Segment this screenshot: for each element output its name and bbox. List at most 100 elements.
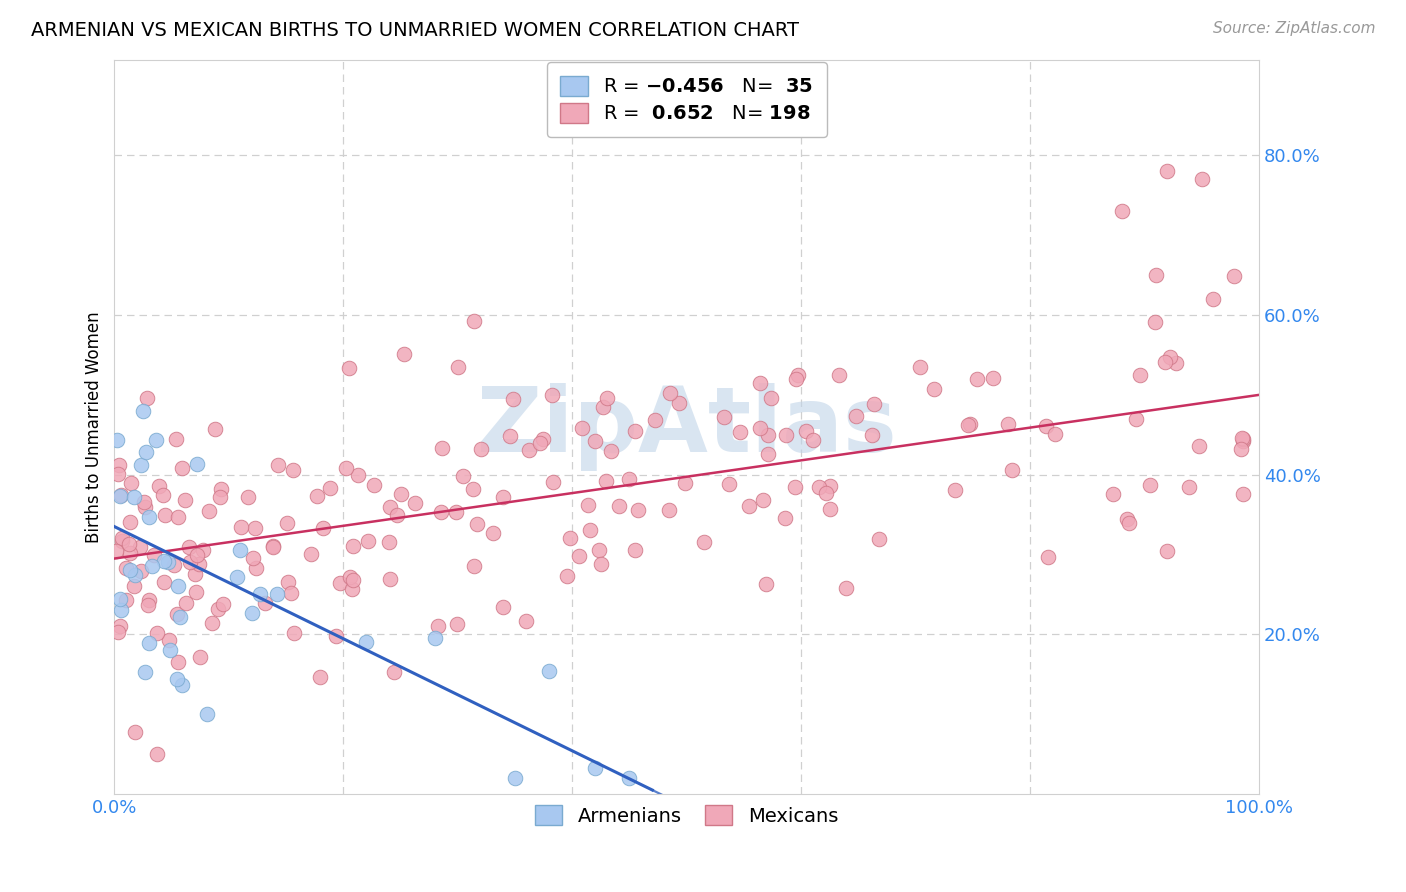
Point: [1129, 368, 1152, 383]
Point: [1153, 355, 1175, 369]
Point: [1139, 478, 1161, 492]
Point: [240, 607, 263, 621]
Point: [814, 485, 837, 500]
Point: [117, 537, 139, 551]
Point: [1191, 172, 1213, 186]
Point: [820, 478, 842, 492]
Point: [118, 515, 141, 529]
Point: [693, 535, 716, 549]
Point: [1035, 419, 1057, 434]
Point: [335, 460, 357, 475]
Point: [339, 569, 361, 583]
Point: [135, 445, 157, 459]
Point: [429, 505, 451, 519]
Point: [166, 607, 188, 622]
Point: [299, 547, 322, 561]
Point: [138, 510, 160, 524]
Point: [845, 409, 868, 424]
Point: [796, 424, 818, 438]
Point: [1232, 434, 1254, 448]
Point: [357, 533, 380, 548]
Point: [529, 436, 551, 450]
Point: [959, 417, 981, 431]
Point: [592, 400, 614, 414]
Point: [169, 610, 191, 624]
Point: [111, 533, 134, 548]
Point: [463, 558, 485, 573]
Point: [262, 539, 284, 553]
Point: [228, 542, 250, 557]
Point: [1164, 356, 1187, 370]
Point: [627, 503, 650, 517]
Point: [759, 392, 782, 406]
Point: [1202, 292, 1225, 306]
Point: [515, 614, 537, 628]
Point: [860, 428, 883, 442]
Point: [589, 558, 612, 572]
Point: [773, 510, 796, 524]
Point: [107, 458, 129, 473]
Point: [531, 433, 554, 447]
Point: [153, 508, 176, 523]
Point: [110, 489, 132, 503]
Point: [560, 532, 582, 546]
Point: [153, 553, 176, 567]
Point: [728, 425, 751, 439]
Point: [212, 597, 235, 611]
Point: [110, 603, 132, 617]
Point: [465, 517, 488, 532]
Point: [108, 592, 131, 607]
Point: [262, 541, 284, 555]
Point: [249, 587, 271, 601]
Legend: Armenians, Mexicans: Armenians, Mexicans: [526, 796, 848, 836]
Point: [446, 617, 468, 632]
Point: [863, 396, 886, 410]
Point: [191, 542, 214, 557]
Point: [128, 540, 150, 554]
Point: [138, 593, 160, 607]
Point: [617, 472, 640, 486]
Point: [276, 516, 298, 530]
Point: [132, 404, 155, 418]
Point: [267, 458, 290, 472]
Point: [1232, 433, 1254, 447]
Point: [924, 382, 946, 396]
Point: [209, 482, 232, 496]
Point: [170, 678, 193, 692]
Point: [159, 643, 181, 657]
Point: [157, 555, 180, 569]
Point: [148, 479, 170, 493]
Point: [111, 531, 134, 545]
Point: [717, 477, 740, 491]
Point: [131, 564, 153, 578]
Point: [141, 559, 163, 574]
Point: [1038, 549, 1060, 564]
Point: [280, 586, 302, 600]
Point: [1188, 438, 1211, 452]
Point: [576, 498, 599, 512]
Point: [579, 524, 602, 538]
Point: [198, 504, 221, 518]
Point: [107, 625, 129, 640]
Point: [463, 314, 485, 328]
Point: [775, 427, 797, 442]
Point: [583, 761, 606, 775]
Point: [195, 706, 218, 721]
Point: [596, 391, 619, 405]
Point: [997, 417, 1019, 431]
Point: [447, 360, 470, 375]
Point: [673, 475, 696, 490]
Point: [470, 442, 492, 456]
Point: [658, 503, 681, 517]
Point: [755, 577, 778, 591]
Point: [238, 490, 260, 504]
Point: [1222, 269, 1244, 284]
Point: [105, 434, 128, 448]
Point: [337, 360, 360, 375]
Point: [135, 391, 157, 405]
Point: [242, 551, 264, 566]
Point: [432, 441, 454, 455]
Point: [1000, 463, 1022, 477]
Point: [231, 520, 253, 534]
Point: [956, 417, 979, 432]
